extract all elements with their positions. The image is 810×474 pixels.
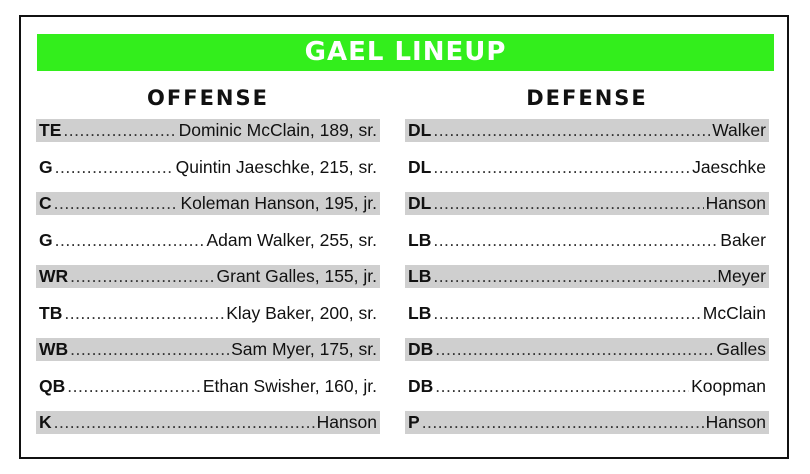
position-label: DL xyxy=(408,156,432,177)
position-label: LB xyxy=(408,302,432,323)
offense-row: TE Dominic McClain, 189, sr. xyxy=(36,119,380,142)
offense-row: G Adam Walker, 255, sr. xyxy=(36,229,380,252)
defense-list: DL Walker DL Jaeschke DL Hanson LB Baker LB M… xyxy=(405,119,769,448)
defense-row: LB Meyer xyxy=(405,265,769,288)
dot-leader xyxy=(433,193,703,214)
player-info: Hanson xyxy=(705,193,766,213)
defense-row: DB Koopman xyxy=(405,375,769,398)
offense-row: WR Grant Galles, 155, jr. xyxy=(36,265,380,288)
player-info: Klay Baker, 200, sr. xyxy=(226,302,377,323)
position-label: LB xyxy=(408,229,432,250)
defense-row: DL Hanson xyxy=(405,192,769,215)
player-info: McClain xyxy=(702,302,766,323)
offense-row: TB Klay Baker, 200, sr. xyxy=(36,302,380,325)
position-label: LB xyxy=(408,266,432,286)
player-info: Koleman Hanson, 195, jr. xyxy=(180,193,377,213)
offense-list: TE Dominic McClain, 189, sr. G Quintin Jae… xyxy=(36,119,380,448)
player-info: Ethan Swisher, 160, jr. xyxy=(202,375,377,396)
dot-leader xyxy=(422,412,704,433)
player-info: Sam Myer, 175, sr. xyxy=(231,339,377,359)
player-info: Walker xyxy=(712,120,766,140)
offense-heading: OFFENSE xyxy=(147,86,269,110)
dot-leader xyxy=(435,339,714,360)
position-label: DB xyxy=(408,375,434,396)
offense-row: QB Ethan Swisher, 160, jr. xyxy=(36,375,380,398)
position-label: P xyxy=(408,412,420,432)
position-label: TE xyxy=(39,120,62,140)
position-label: QB xyxy=(39,375,66,396)
dot-leader xyxy=(54,412,315,433)
dot-leader xyxy=(433,230,718,251)
position-label: DL xyxy=(408,193,432,213)
player-info: Hanson xyxy=(705,412,766,432)
position-label: TB xyxy=(39,302,63,323)
defense-row: DL Walker xyxy=(405,119,769,142)
position-label: DL xyxy=(408,120,432,140)
player-info: Galles xyxy=(716,339,766,359)
position-label: G xyxy=(39,156,53,177)
dot-leader xyxy=(433,120,710,141)
position-label: WB xyxy=(39,339,69,359)
offense-row: G Quintin Jaeschke, 215, sr. xyxy=(36,156,380,179)
dot-leader xyxy=(55,157,174,178)
defense-row: DB Galles xyxy=(405,338,769,361)
offense-row: K Hanson xyxy=(36,411,380,434)
player-info: Quintin Jaeschke, 215, sr. xyxy=(175,156,377,177)
player-info: Baker xyxy=(720,229,766,250)
dot-leader xyxy=(435,376,689,397)
dot-leader xyxy=(70,266,214,287)
defense-heading: DEFENSE xyxy=(526,86,648,110)
player-info: Hanson xyxy=(316,412,377,432)
defense-row: LB Baker xyxy=(405,229,769,252)
dot-leader xyxy=(67,376,201,397)
dot-leader xyxy=(64,303,224,324)
player-info: Grant Galles, 155, jr. xyxy=(216,266,378,286)
position-label: K xyxy=(39,412,52,432)
player-info: Koopman xyxy=(691,375,766,396)
player-info: Adam Walker, 255, sr. xyxy=(206,229,377,250)
offense-row: C Koleman Hanson, 195, jr. xyxy=(36,192,380,215)
dot-leader xyxy=(433,303,700,324)
dot-leader xyxy=(54,193,179,214)
position-label: WR xyxy=(39,266,69,286)
position-label: DB xyxy=(408,339,434,359)
dot-leader xyxy=(63,120,176,141)
player-info: Jaeschke xyxy=(692,156,766,177)
position-label: C xyxy=(39,193,52,213)
dot-leader xyxy=(70,339,229,360)
offense-row: WB Sam Myer, 175, sr. xyxy=(36,338,380,361)
player-info: Meyer xyxy=(717,266,766,286)
player-info: Dominic McClain, 189, sr. xyxy=(178,120,377,140)
dot-leader xyxy=(433,157,690,178)
dot-leader xyxy=(433,266,715,287)
dot-leader xyxy=(55,230,205,251)
position-label: G xyxy=(39,229,53,250)
lineup-title: GAEL LINEUP xyxy=(37,34,774,71)
defense-row: DL Jaeschke xyxy=(405,156,769,179)
defense-row: P Hanson xyxy=(405,411,769,434)
defense-row: LB McClain xyxy=(405,302,769,325)
